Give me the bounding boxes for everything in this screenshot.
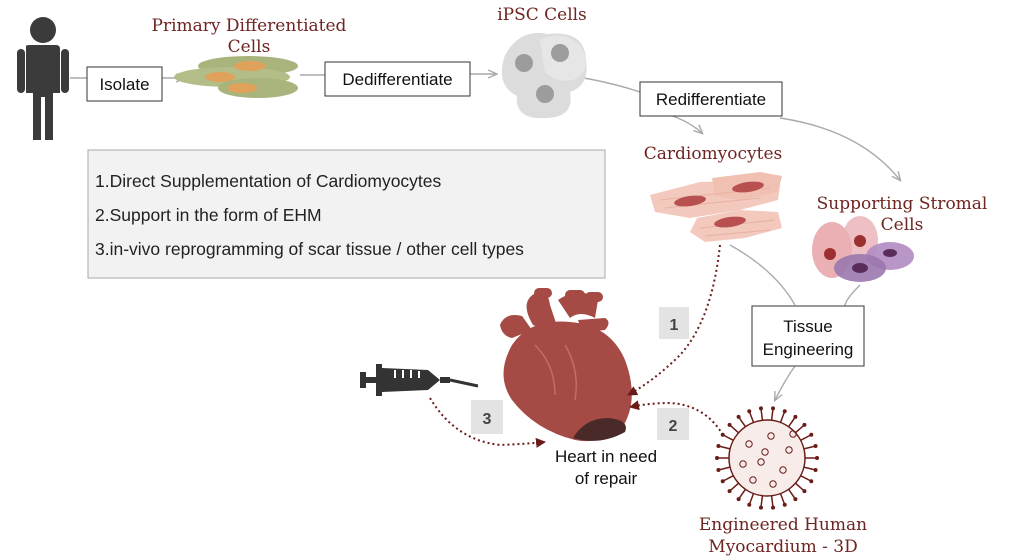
ehm-sphere-icon bbox=[715, 406, 819, 510]
stromal-label-2: Cells bbox=[881, 215, 924, 235]
ehm-spike bbox=[722, 474, 734, 482]
ehm-spike-tip bbox=[802, 489, 807, 494]
ehm-spike-tip bbox=[727, 489, 732, 494]
isolate-box: Isolate bbox=[86, 66, 163, 102]
heart-label-1: Heart in need bbox=[555, 447, 657, 466]
ehm-spike bbox=[718, 445, 731, 450]
ehm-spike-tip bbox=[782, 409, 787, 414]
ehm-spike-tip bbox=[782, 502, 787, 507]
heart-label-2: of repair bbox=[575, 469, 638, 488]
ehm-spike-tip bbox=[747, 502, 752, 507]
ehm-spike-tip bbox=[809, 479, 814, 484]
ehm-spike-tip bbox=[736, 414, 741, 419]
dedifferentiate-label: Dedifferentiate bbox=[342, 70, 452, 89]
ehm-spike-tip bbox=[815, 456, 819, 460]
ipsc-label: iPSC Cells bbox=[497, 5, 587, 25]
stromal-label-1: Supporting Stromal bbox=[817, 194, 988, 214]
ehm-spike-tip bbox=[715, 456, 719, 460]
cardiomyocytes-icon bbox=[650, 172, 782, 242]
redifferentiate-box: Redifferentiate bbox=[639, 81, 783, 117]
strategy-3: 3.in-vivo reprogramming of scar tissue /… bbox=[95, 239, 524, 259]
syringe-icon bbox=[360, 364, 479, 396]
ehm-spike bbox=[718, 466, 731, 471]
ehm-cell-dot bbox=[757, 458, 765, 466]
ehm-cell-dot bbox=[769, 480, 777, 488]
ehm-spike bbox=[803, 445, 816, 450]
redifferentiate-label: Redifferentiate bbox=[656, 90, 766, 109]
ehm-spike-tip bbox=[758, 505, 763, 510]
ehm-spike-tip bbox=[716, 467, 721, 472]
ehm-spike-tip bbox=[716, 444, 721, 449]
primary-cells-icon bbox=[174, 56, 298, 98]
ehm-spike-tip bbox=[813, 444, 818, 449]
ehm-cell-dot bbox=[745, 440, 753, 448]
connector-cardio-tissue bbox=[729, 244, 796, 306]
cardiomyocytes-label: Cardiomyocytes bbox=[644, 144, 783, 164]
ehm-spike-tip bbox=[813, 467, 818, 472]
badge-1-label: 1 bbox=[670, 317, 679, 334]
ehm-spike-tip bbox=[771, 505, 776, 510]
ehm-spike bbox=[722, 434, 734, 442]
ehm-spike-tip bbox=[809, 432, 814, 437]
ehm-cell-dot bbox=[761, 448, 769, 456]
stromal-cells-icon bbox=[812, 216, 914, 282]
tissue-engineering-label-1: Tissue bbox=[783, 317, 832, 336]
ehm-cell-dot bbox=[785, 446, 793, 454]
ehm-spike bbox=[748, 410, 755, 423]
ehm-sphere-body bbox=[728, 419, 806, 497]
ehm-spike-tip bbox=[758, 406, 763, 411]
tissue-engineering-label-2: Engineering bbox=[763, 340, 854, 359]
ehm-spike bbox=[779, 410, 786, 423]
ehm-cell-dot bbox=[767, 432, 775, 440]
badge-3-label: 3 bbox=[483, 411, 492, 428]
person-icon bbox=[17, 17, 69, 140]
connector-rediff-cardio bbox=[669, 114, 702, 133]
ehm-cell-dot bbox=[749, 476, 757, 484]
ehm-cell-dot bbox=[739, 460, 747, 468]
strategies-box: 1.Direct Supplementation of Cardiomyocyt… bbox=[87, 149, 606, 279]
primary-cells-label-2: Cells bbox=[228, 37, 271, 57]
ehm-spike-tip bbox=[771, 406, 776, 411]
strategy-2: 2.Support in the form of EHM bbox=[95, 205, 322, 225]
ehm-spike bbox=[803, 466, 816, 471]
stromal-label: Supporting Stromal Cells bbox=[817, 194, 988, 235]
ehm-spike bbox=[800, 474, 812, 482]
tissue-engineering-box: Tissue Engineering bbox=[751, 305, 865, 367]
ehm-label-1: Engineered Human bbox=[699, 515, 867, 535]
badge-2-label: 2 bbox=[669, 418, 678, 435]
ehm-spike bbox=[779, 493, 786, 506]
dedifferentiate-box: Dedifferentiate bbox=[324, 61, 471, 97]
ehm-cell-dot bbox=[779, 466, 787, 474]
connector-stromal-tissue bbox=[844, 284, 861, 307]
ehm-label-2: Myocardium - 3D bbox=[708, 537, 857, 557]
ehm-spike-tip bbox=[802, 422, 807, 427]
primary-cells-label-1: Primary Differentiated bbox=[152, 16, 347, 36]
ipsc-cells-icon bbox=[501, 32, 587, 119]
ehm-spike-tip bbox=[736, 497, 741, 502]
connector-rediff-stromal bbox=[779, 117, 900, 180]
ehm-spike-tip bbox=[727, 422, 732, 427]
isolate-label: Isolate bbox=[99, 75, 149, 94]
heart-icon bbox=[500, 288, 632, 442]
ehm-label: Engineered Human Myocardium - 3D bbox=[699, 515, 867, 557]
ehm-spike bbox=[800, 434, 812, 442]
ehm-spike-tip bbox=[747, 409, 752, 414]
ehm-spike bbox=[748, 493, 755, 506]
badge-2: 2 bbox=[657, 408, 689, 440]
badge-1: 1 bbox=[659, 307, 689, 339]
ehm-spike-tip bbox=[793, 497, 798, 502]
primary-cells-label: Primary Differentiated Cells bbox=[152, 16, 347, 57]
ehm-cell-dot bbox=[789, 430, 797, 438]
ehm-spike-tip bbox=[793, 414, 798, 419]
strategy-1: 1.Direct Supplementation of Cardiomyocyt… bbox=[95, 171, 442, 191]
badge-3: 3 bbox=[471, 400, 503, 434]
ehm-spike-tip bbox=[720, 479, 725, 484]
connector-tissue-ehm bbox=[775, 365, 796, 400]
